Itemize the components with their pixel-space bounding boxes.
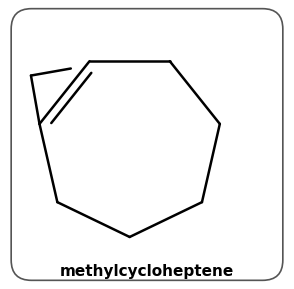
Text: methylcycloheptene: methylcycloheptene [60, 264, 234, 279]
